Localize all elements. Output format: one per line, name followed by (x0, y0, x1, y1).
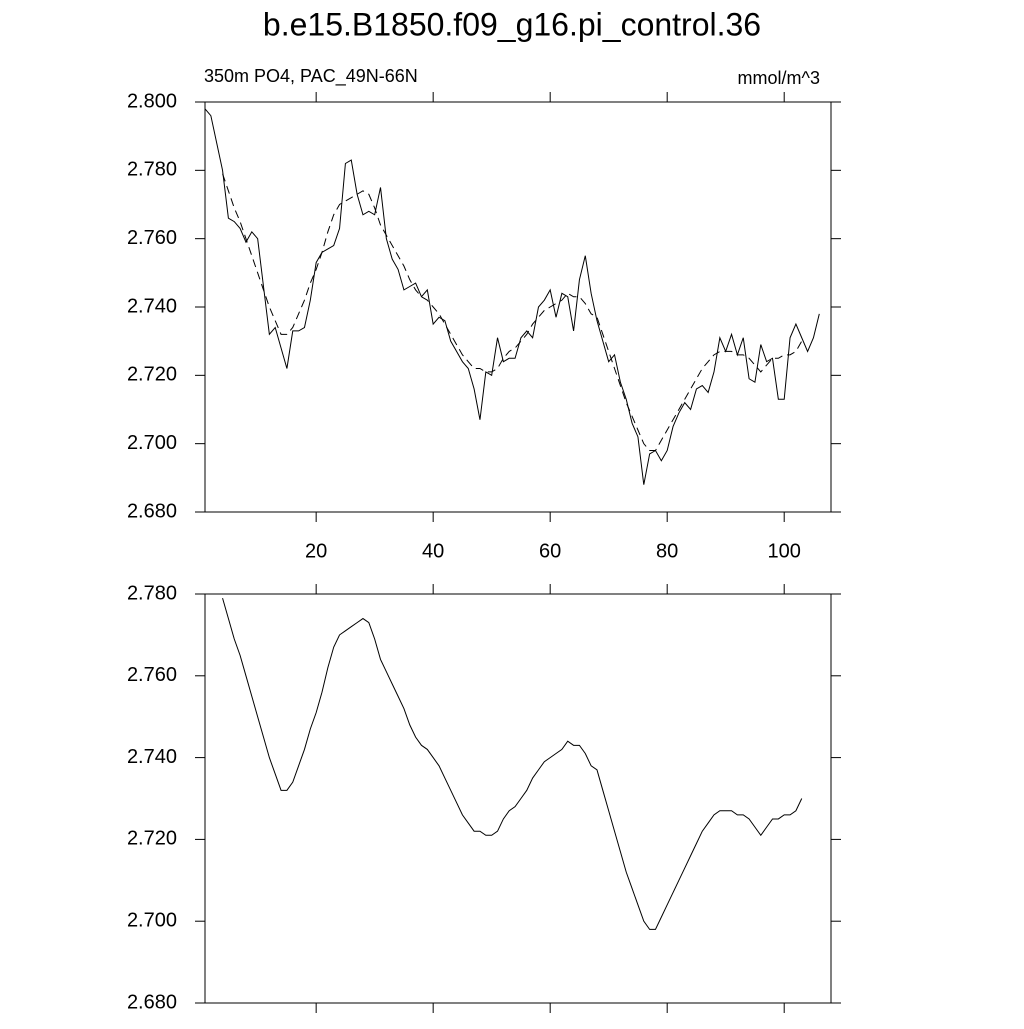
data-line (222, 597, 803, 930)
y-tick-label: 2.780 (127, 159, 177, 181)
plot-frame (204, 593, 832, 1004)
y-tick-label: 2.740 (127, 295, 177, 317)
y-tick-label: 2.720 (127, 828, 177, 850)
y-tick-label: 2.740 (127, 746, 177, 768)
x-tick-label: 60 (539, 540, 561, 562)
y-tick-label: 2.700 (127, 909, 177, 931)
data-line (204, 108, 820, 485)
x-tick-label: 20 (305, 540, 327, 562)
chart-title: b.e15.B1850.f09_g16.pi_control.36 (263, 6, 761, 42)
y-tick-label: 2.700 (127, 432, 177, 454)
y-tick-label: 2.680 (127, 991, 177, 1013)
left-subtitle: 350m PO4, PAC_49N-66N (204, 66, 418, 87)
plot-frame (204, 101, 832, 513)
y-tick-label: 2.780 (127, 582, 177, 604)
y-tick-label: 2.720 (127, 364, 177, 386)
x-tick-label: 100 (768, 540, 801, 562)
y-tick-label: 2.680 (127, 500, 177, 522)
data-line (222, 173, 803, 451)
y-tick-label: 2.800 (127, 90, 177, 112)
x-tick-label: 40 (422, 540, 444, 562)
units-label: mmol/m^3 (738, 68, 820, 88)
y-tick-label: 2.760 (127, 664, 177, 686)
x-tick-label: 80 (656, 540, 678, 562)
y-tick-label: 2.760 (127, 227, 177, 249)
